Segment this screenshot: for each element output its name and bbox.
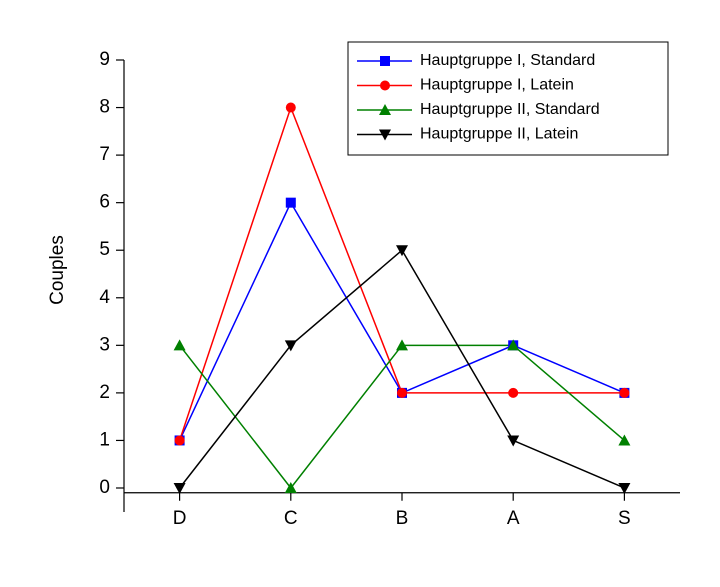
marker <box>284 481 297 493</box>
marker <box>284 340 297 352</box>
y-tick-label: 0 <box>99 477 110 498</box>
legend-text: Hauptgruppe I, Latein <box>420 77 574 94</box>
legend-text: Hauptgruppe II, Latein <box>420 126 578 143</box>
marker <box>397 387 407 398</box>
marker <box>618 482 631 494</box>
marker <box>618 434 631 446</box>
y-tick-label: 9 <box>99 49 110 70</box>
marker <box>380 56 390 66</box>
y-tick-label: 1 <box>99 429 110 450</box>
marker <box>173 339 186 351</box>
marker <box>619 387 630 398</box>
y-axis-label: Couples <box>47 235 68 305</box>
x-tick-label: D <box>173 508 187 529</box>
marker <box>285 197 296 208</box>
marker <box>285 102 296 113</box>
y-tick-label: 6 <box>99 192 110 213</box>
x-tick-label: B <box>396 508 409 529</box>
marker <box>396 245 408 257</box>
x-tick-label: A <box>507 508 520 529</box>
marker <box>508 387 519 398</box>
legend-text: Hauptgruppe I, Standard <box>420 52 595 69</box>
x-tick-label: S <box>618 508 631 529</box>
marker <box>174 435 185 446</box>
marker <box>507 339 520 351</box>
y-tick-label: 8 <box>99 97 110 118</box>
y-tick-label: 3 <box>99 334 110 355</box>
marker <box>380 80 390 91</box>
legend-text: Hauptgruppe II, Standard <box>420 101 600 118</box>
x-tick-label: C <box>284 508 298 529</box>
y-tick-label: 7 <box>99 144 110 165</box>
marker <box>379 104 391 115</box>
marker <box>396 339 408 351</box>
marker <box>507 435 520 447</box>
marker <box>173 482 186 494</box>
y-tick-label: 5 <box>99 239 110 260</box>
y-tick-label: 4 <box>99 287 110 308</box>
y-tick-label: 2 <box>99 382 110 403</box>
marker <box>379 129 391 141</box>
